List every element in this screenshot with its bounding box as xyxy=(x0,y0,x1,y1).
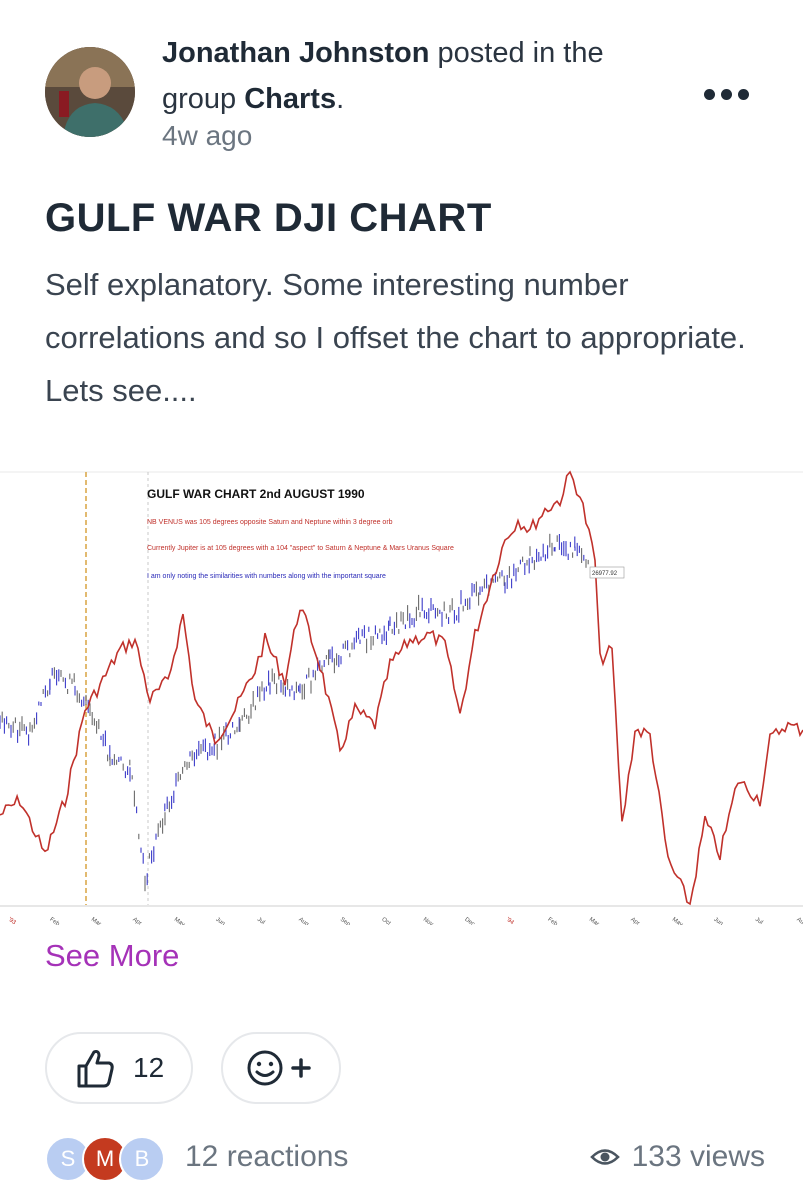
author-name[interactable]: Jonathan Johnston xyxy=(162,37,430,69)
price-label: 26977.92 xyxy=(592,571,618,577)
smiley-plus-icon xyxy=(247,1050,311,1086)
reactions-count[interactable]: 12 reactions xyxy=(185,1140,349,1173)
x-tick-label: Oct xyxy=(380,917,391,925)
like-count: 12 xyxy=(133,1052,165,1083)
candle-series xyxy=(0,533,589,892)
x-tick-label: Jul xyxy=(256,917,266,925)
x-tick-label: Mar xyxy=(90,917,102,925)
author-avatar[interactable] xyxy=(45,47,135,137)
x-tick-label: '93 xyxy=(7,917,17,925)
reactor-avatar[interactable]: M xyxy=(82,1136,128,1182)
like-button[interactable]: 12 xyxy=(45,1032,193,1104)
reactor-initial: M xyxy=(95,1146,115,1171)
chart-svg: GULF WAR CHART 2nd AUGUST 1990 NB VENUS … xyxy=(0,470,803,928)
add-reaction-button[interactable] xyxy=(221,1032,341,1104)
reactor-initial: B xyxy=(134,1146,150,1171)
reactions-summary: S M B 12 reactions 133 views xyxy=(45,1130,765,1186)
x-tick-label: Mar xyxy=(588,917,600,925)
see-more-link[interactable]: See More xyxy=(45,938,180,973)
reactor-initial: S xyxy=(60,1146,76,1171)
x-tick-label: May xyxy=(671,917,684,925)
more-options-icon[interactable] xyxy=(700,80,752,110)
group-name[interactable]: Charts xyxy=(244,83,337,115)
eye-icon xyxy=(589,1149,620,1165)
author-line: Jonathan Johnston posted in the group Ch… xyxy=(162,30,682,122)
views-count: 133 views xyxy=(589,1140,765,1174)
thumbs-up-icon xyxy=(77,1050,114,1088)
post-time[interactable]: 4w ago xyxy=(162,120,253,151)
red-series-line xyxy=(0,470,803,906)
views-text: 133 views xyxy=(631,1140,765,1173)
more-dot xyxy=(721,89,732,100)
more-dot xyxy=(704,89,715,100)
chart-note: Currently Jupiter is at 105 degrees with… xyxy=(147,545,454,552)
x-tick-label: May xyxy=(173,917,186,925)
post-header: Jonathan Johnston posted in the group Ch… xyxy=(0,0,803,180)
chart-note: NB VENUS was 105 degrees opposite Saturn… xyxy=(147,519,393,526)
x-tick-label: Apr xyxy=(131,917,142,925)
x-tick-label: Jul xyxy=(754,917,764,925)
x-tick-label: Jun xyxy=(214,917,225,925)
x-tick-labels: '93 Feb Mar Apr May Jun Jul Aug Sep Oct Nov Dec '94 F… xyxy=(7,917,803,928)
period: . xyxy=(336,83,345,115)
post-body: Self explanatory. Some interesting numbe… xyxy=(45,267,746,408)
x-tick-label: Aug xyxy=(297,917,309,925)
x-tick-label: Sep xyxy=(339,917,352,925)
post-chart-image[interactable]: GULF WAR CHART 2nd AUGUST 1990 NB VENUS … xyxy=(0,470,803,928)
x-tick-label: Aug xyxy=(795,917,803,925)
chart-note: I am only noting the similarities with n… xyxy=(147,573,386,580)
posted-in-text: posted in the group xyxy=(162,37,604,115)
x-tick-label: '94 xyxy=(505,917,515,925)
reactor-avatar[interactable]: B xyxy=(119,1136,165,1182)
x-tick-label: Dec xyxy=(463,917,475,925)
x-tick-label: Feb xyxy=(48,917,60,925)
x-tick-label: Jun xyxy=(712,917,723,925)
post-title: GULF WAR DJI CHART xyxy=(45,196,492,240)
more-dot xyxy=(738,89,749,100)
price-label-box xyxy=(589,566,625,579)
chart-image-title: GULF WAR CHART 2nd AUGUST 1990 xyxy=(147,487,365,501)
x-tick-label: Feb xyxy=(546,917,558,925)
x-tick-label: Apr xyxy=(629,917,640,925)
x-tick-label: Nov xyxy=(422,917,434,925)
